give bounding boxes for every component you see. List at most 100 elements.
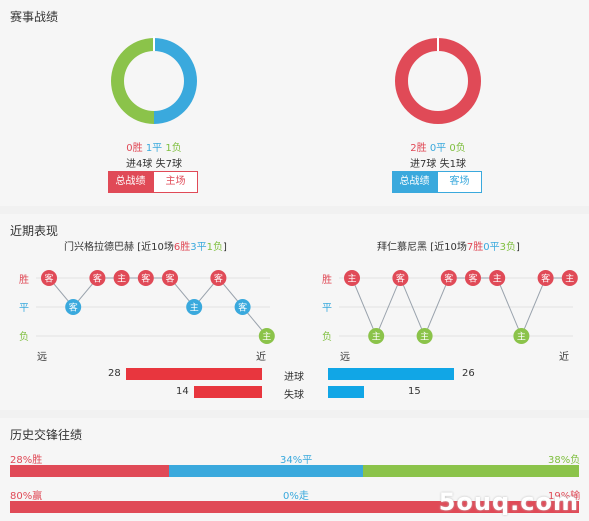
home-goals-value: 28: [108, 368, 121, 379]
home-recent-wins: 6胜: [173, 242, 191, 253]
home-form-point: [113, 270, 130, 286]
away-draw-count: 0平: [429, 143, 447, 154]
away-goals-value: 26: [462, 368, 475, 379]
away-label-win: 胜: [322, 275, 332, 286]
home-recent-draws: 3平: [190, 242, 207, 253]
away-tab-away[interactable]: 客场: [437, 171, 482, 193]
history-wdl-bar: [10, 465, 579, 477]
home-tabs: 总战绩 主场: [108, 171, 198, 193]
home-tab-home[interactable]: 主场: [153, 171, 198, 193]
away-form-point: [344, 270, 360, 286]
home-label-draw: 平: [19, 303, 29, 314]
home-form-point: [65, 299, 82, 315]
home-team-name: 门兴格拉德巴赫: [64, 242, 134, 253]
home-donut-segment: [154, 38, 197, 124]
home-goals: 进4球 失7球: [74, 155, 234, 170]
home-conceded-value: 14: [176, 386, 189, 397]
home-record-donut: [111, 36, 197, 124]
recent-title: 近期表现: [10, 224, 59, 238]
away-form-point-label: 客: [541, 273, 550, 285]
history-handicap-segment: [10, 501, 470, 513]
away-form-point: [561, 270, 578, 286]
home-form-point-label: 客: [69, 302, 78, 314]
away-form-point: [513, 328, 530, 344]
history-win-handicap-pct: 80%赢: [10, 491, 43, 502]
away-label-far: 远: [340, 352, 350, 363]
home-form-point: [89, 270, 106, 286]
home-donut-segment: [111, 38, 154, 124]
away-loss-count: 0负: [449, 143, 466, 154]
away-form-point-label: 主: [517, 331, 526, 343]
home-draw-count: 1平: [145, 143, 163, 154]
away-recent-header: 拜仁慕尼黑 [近10场7胜0平3负]: [377, 238, 520, 253]
away-record-donut: [395, 36, 481, 124]
away-form-point-label: 主: [347, 273, 356, 285]
away-form-chart: 主主客主客客主主客主: [339, 270, 578, 344]
home-recent-header: 门兴格拉德巴赫 [近10场6胜3平1负]: [64, 238, 227, 253]
away-recent-draws: 0平: [483, 242, 500, 253]
home-form-point-label: 主: [117, 273, 126, 285]
home-form-point-label: 客: [93, 273, 102, 285]
history-handicap-bar: [10, 501, 579, 513]
home-form-point-label: 客: [141, 273, 150, 285]
away-team-name: 拜仁慕尼黑: [377, 242, 427, 253]
away-label-loss: 负: [322, 332, 332, 343]
away-recent-suffix: ]: [515, 242, 520, 253]
away-win-count: 2胜: [410, 143, 427, 154]
conceded-label: 失球: [284, 390, 304, 401]
home-loss-count: 1负: [165, 143, 182, 154]
home-form-point: [210, 270, 227, 286]
home-goals-bar: [126, 368, 262, 380]
home-form-point: [186, 299, 203, 315]
home-form-point-label: 客: [238, 302, 247, 314]
away-form-point: [416, 328, 433, 344]
history-handicap-segment: [469, 501, 579, 513]
home-form-chart: 客客客主客客主客客主: [36, 270, 275, 344]
home-win-count: 0胜: [126, 143, 143, 154]
history-wdl-segment: [169, 465, 363, 477]
away-form-point: [440, 270, 457, 286]
home-form-point-label: 主: [262, 331, 271, 343]
away-donut-segment: [395, 38, 481, 124]
history-title: 历史交锋往绩: [10, 428, 83, 442]
home-recent-losses: 1负: [206, 242, 223, 253]
away-form-point: [489, 270, 506, 286]
away-conceded-value: 15: [408, 386, 421, 397]
watermark-logo: 5ouq.com: [438, 488, 579, 516]
home-form-point-label: 主: [190, 302, 199, 314]
away-recent-prefix: [近10场: [430, 242, 467, 253]
home-form-point-label: 客: [44, 273, 53, 285]
goals-label: 进球: [284, 372, 304, 383]
away-label-near: 近: [559, 352, 569, 363]
home-form-point: [234, 299, 251, 315]
away-form-point-label: 客: [444, 273, 453, 285]
recent-section: 近期表现: [0, 214, 589, 410]
away-tabs: 总战绩 客场: [392, 171, 482, 193]
away-form-point: [392, 270, 409, 286]
away-conceded-bar: [328, 386, 364, 398]
home-recent-prefix: [近10场: [137, 242, 174, 253]
away-form-point-label: 主: [372, 331, 381, 343]
away-form-point-label: 客: [468, 273, 477, 285]
history-lose-handicap-pct: 19%输: [548, 491, 581, 502]
history-push-pct: 0%走: [283, 491, 309, 502]
away-recent-wins: 7胜: [466, 242, 484, 253]
home-goals-conceded: 失7球: [155, 159, 182, 170]
home-label-loss: 负: [19, 332, 29, 343]
home-form-point: [258, 328, 275, 344]
home-conceded-bar: [194, 386, 262, 398]
home-tab-total[interactable]: 总战绩: [108, 171, 153, 193]
away-tab-total[interactable]: 总战绩: [392, 171, 437, 193]
home-form-point-label: 客: [214, 273, 223, 285]
home-form-point-label: 客: [165, 273, 174, 285]
home-recent-suffix: ]: [222, 242, 227, 253]
away-label-draw: 平: [322, 303, 332, 314]
summary-section: 赛事战绩: [0, 0, 589, 206]
away-form-point: [465, 270, 481, 286]
away-form-point-label: 主: [420, 331, 429, 343]
home-form-point: [162, 270, 178, 286]
away-goals-scored: 进7球: [410, 159, 437, 170]
away-form-point-label: 客: [396, 273, 405, 285]
home-wdl: 0胜 1平 1负: [74, 139, 234, 154]
home-form-point: [137, 270, 154, 286]
